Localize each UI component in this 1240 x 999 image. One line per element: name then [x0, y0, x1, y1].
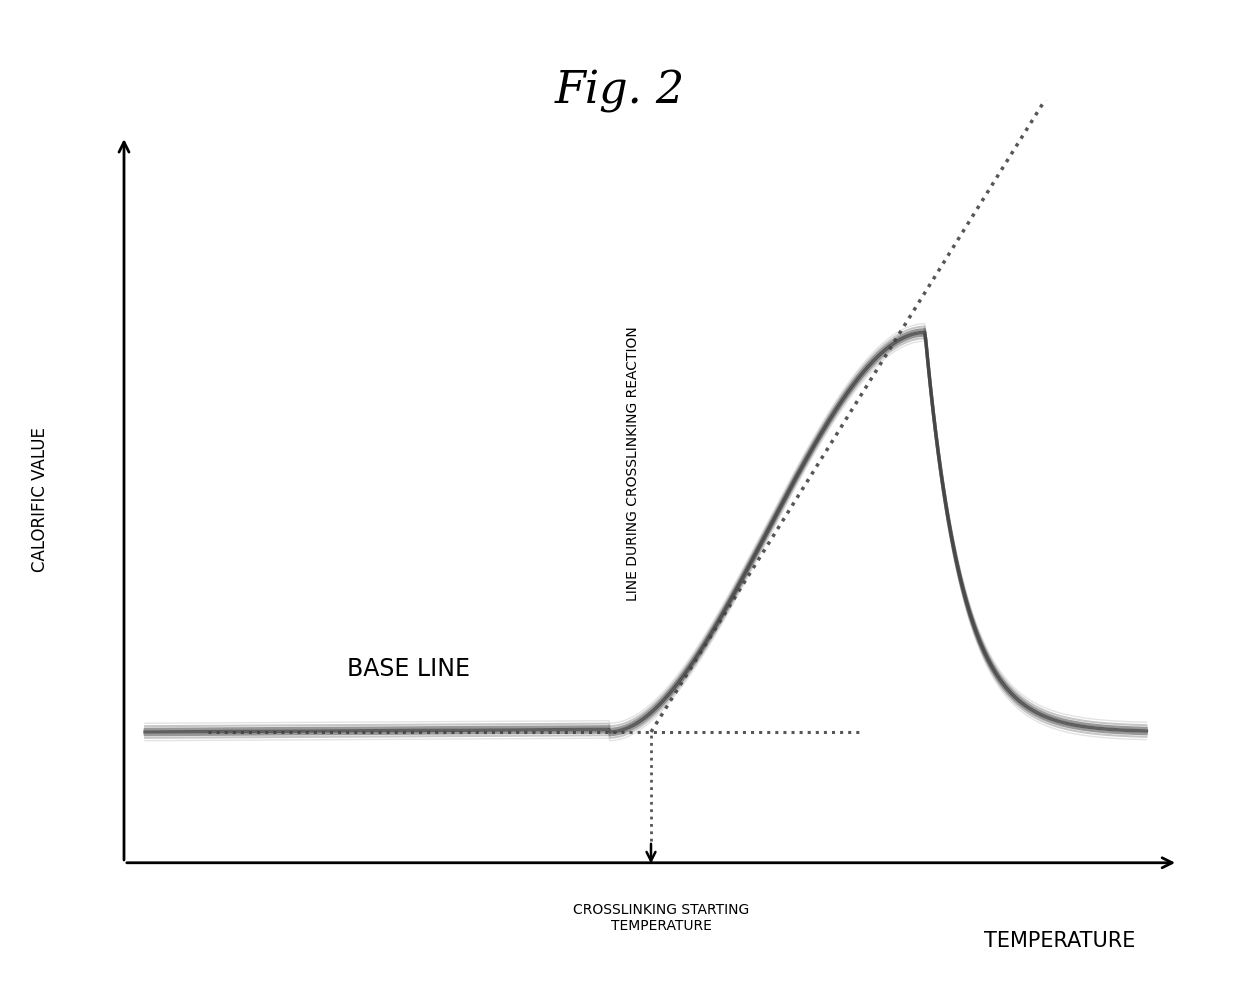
- Text: Fig. 2: Fig. 2: [554, 70, 686, 113]
- Text: BASE LINE: BASE LINE: [347, 657, 470, 681]
- Text: CROSSLINKING STARTING
TEMPERATURE: CROSSLINKING STARTING TEMPERATURE: [573, 903, 750, 933]
- Text: CALORIFIC VALUE: CALORIFIC VALUE: [31, 427, 48, 572]
- Text: LINE DURING CROSSLINKING REACTION: LINE DURING CROSSLINKING REACTION: [626, 326, 641, 600]
- Text: TEMPERATURE: TEMPERATURE: [985, 931, 1136, 951]
